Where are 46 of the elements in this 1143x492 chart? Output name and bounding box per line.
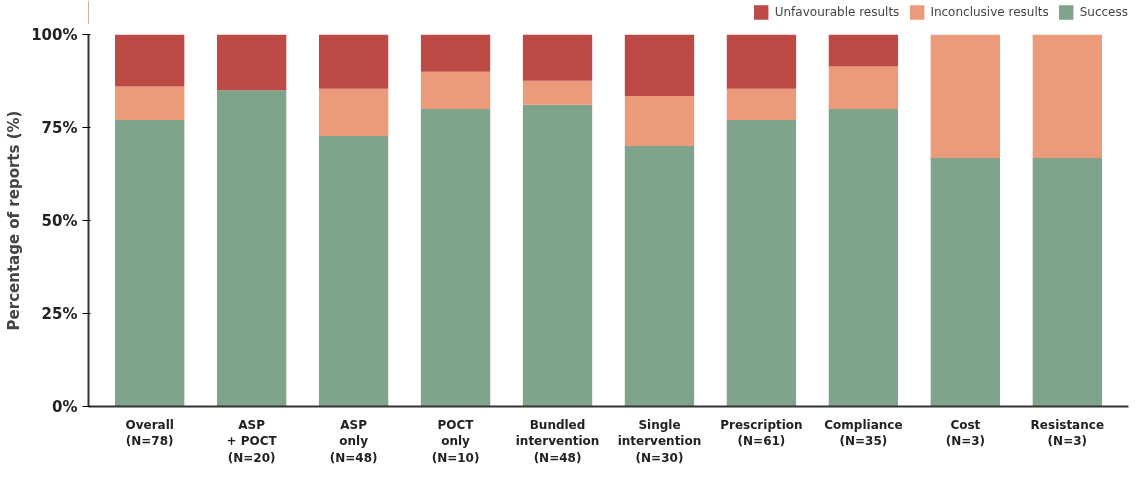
x-tick-label: Resistance (N=3)	[1030, 417, 1105, 449]
bar	[1032, 34, 1102, 158]
bar	[1032, 158, 1102, 407]
x-tick-label: Overall (N=78)	[125, 417, 174, 449]
x-tick-label: Compliance (N=35)	[824, 417, 903, 449]
y-tick-label: 75%	[41, 118, 78, 137]
bar	[115, 120, 185, 407]
bar	[216, 90, 287, 407]
bar	[522, 80, 593, 105]
bar	[828, 34, 899, 67]
bar	[115, 86, 185, 121]
x-tick-label: Cost (N=3)	[945, 417, 986, 449]
x-tick-label: Bundled intervention (N=48)	[515, 417, 600, 466]
bar	[726, 88, 797, 121]
bar	[318, 88, 389, 137]
bar	[318, 34, 389, 89]
bar	[318, 136, 389, 407]
y-tick-label: 100%	[31, 25, 78, 44]
legend-label: Unfavourable results	[774, 5, 900, 19]
bar	[115, 34, 185, 87]
x-tick-label: Single intervention (N=30)	[617, 417, 702, 466]
y-tick-label: 25%	[41, 304, 78, 323]
bar	[930, 158, 1001, 407]
bar	[420, 71, 491, 109]
x-tick-label: POCT only (N=10)	[431, 417, 480, 466]
x-tick-label: Prescription (N=61)	[720, 417, 803, 449]
bar	[930, 34, 1001, 158]
bar	[522, 104, 593, 407]
x-tick-label: ASP only (N=48)	[329, 417, 378, 466]
bar	[420, 108, 491, 407]
bar	[624, 146, 695, 407]
bar	[828, 108, 899, 407]
bar	[828, 66, 899, 109]
y-axis-title: Percentage of reports (%)	[5, 110, 24, 331]
bar	[726, 120, 797, 407]
bar	[216, 34, 287, 91]
bar	[624, 95, 695, 147]
bar	[420, 34, 491, 72]
bar	[726, 34, 797, 89]
legend-label: Inconclusive results	[930, 5, 1049, 19]
y-tick-label: 0%	[52, 397, 78, 416]
x-tick-label: ASP + POCT (N=20)	[226, 417, 278, 466]
legend-label: Success	[1079, 5, 1128, 19]
y-tick-label: 50%	[41, 211, 78, 230]
bar	[522, 34, 593, 81]
bar	[624, 34, 695, 96]
